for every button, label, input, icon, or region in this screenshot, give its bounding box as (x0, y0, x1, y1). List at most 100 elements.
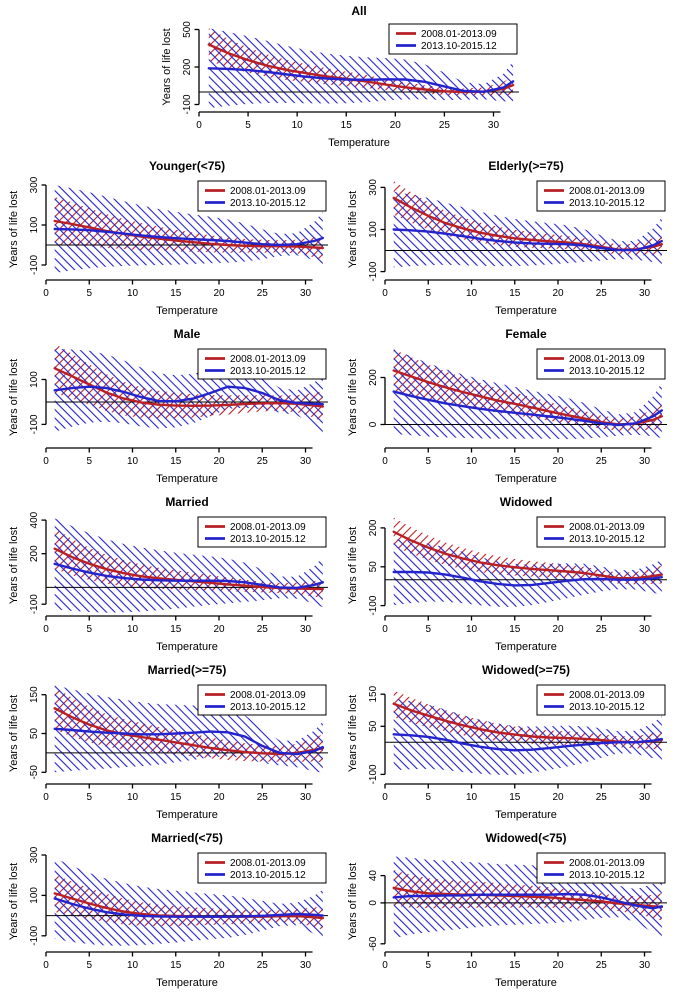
y-tick-label: 300 (29, 176, 40, 193)
x-tick-label: 30 (300, 624, 312, 635)
x-tick-label: 20 (552, 624, 564, 635)
x-tick-label: 10 (466, 288, 478, 299)
x-tick-label: 25 (596, 960, 608, 971)
y-axis-label: Years of life lost (161, 28, 173, 105)
blue-confidence-band (393, 191, 662, 268)
chart-title: Widowed (500, 495, 553, 509)
x-tick-label: 30 (639, 960, 651, 971)
blue-curve (53, 727, 324, 756)
x-tick-label: 30 (300, 960, 312, 971)
figure-row-3: 0 5 10 15 20 25 30 Temperature -100 100 Years of l… (0, 325, 675, 488)
x-tick-label: 5 (86, 288, 92, 299)
chart-title: Married(<75) (151, 831, 223, 845)
y-tick-label: 50 (368, 720, 379, 732)
x-axis-label: Temperature (328, 137, 390, 149)
legend-label: 2013.10-2015.12 (569, 702, 645, 713)
chart-title: All (351, 4, 366, 18)
x-tick-label: 15 (509, 792, 521, 803)
blue-curve (392, 228, 663, 252)
red-curve (53, 219, 324, 250)
y-tick-label: 200 (368, 369, 379, 386)
y-tick-label: 40 (368, 870, 379, 882)
x-tick-label: 20 (552, 288, 564, 299)
legend-label: 2008.01-2013.09 (230, 354, 306, 365)
red-curve (53, 367, 324, 408)
x-tick-label: 30 (300, 456, 312, 467)
x-tick-label: 20 (389, 120, 401, 131)
x-axis-label: Temperature (495, 809, 557, 821)
chart-married-ge75: 0 5 10 15 20 25 30 Temperature -50 50 150 Years of … (0, 661, 336, 824)
x-tick-label: 30 (487, 120, 499, 131)
y-axis-label: Years of life lost (347, 695, 359, 772)
x-tick-label: 0 (382, 792, 388, 803)
x-tick-label: 25 (257, 792, 269, 803)
y-tick-label: -100 (368, 261, 379, 281)
blue-curve (53, 385, 324, 406)
legend-label: 2008.01-2013.09 (230, 522, 306, 533)
y-axis-label: Years of life lost (347, 863, 359, 940)
x-tick-label: 0 (382, 288, 388, 299)
x-tick-label: 20 (213, 792, 225, 803)
y-axis-label: Years of life lost (8, 359, 20, 436)
legend-label: 2013.10-2015.12 (569, 870, 645, 881)
y-tick-label: 50 (29, 728, 40, 740)
x-tick-label: 15 (170, 624, 182, 635)
y-tick-label: -60 (368, 936, 379, 951)
chart-title: Female (505, 327, 547, 341)
x-axis-label: Temperature (156, 305, 218, 317)
blue-confidence-band (208, 28, 513, 109)
chart-married-lt75: 0 5 10 15 20 25 30 Temperature -100 100 300 Years o… (0, 829, 336, 992)
y-tick-label: -100 (29, 925, 40, 945)
x-axis-label: Temperature (495, 305, 557, 317)
y-tick-label: -100 (29, 414, 40, 434)
blue-curve (392, 733, 663, 752)
x-tick-label: 15 (509, 456, 521, 467)
blue-curve (53, 897, 324, 918)
y-tick-label: -100 (368, 595, 379, 615)
x-tick-label: 15 (170, 960, 182, 971)
y-tick-label: 200 (29, 545, 40, 562)
plot-svg: 0 5 10 15 20 25 30 Temperature -100 200 400 Years o… (8, 495, 328, 653)
blue-confidence-band (54, 518, 323, 613)
x-tick-label: 5 (86, 624, 92, 635)
y-tick-label: 500 (182, 21, 193, 38)
x-tick-label: 20 (213, 960, 225, 971)
y-tick-label: -50 (29, 765, 40, 780)
blue-curve (207, 67, 514, 94)
chart-title: Widowed(>=75) (482, 663, 570, 677)
y-axis-label: Years of life lost (347, 359, 359, 436)
x-tick-label: 25 (596, 792, 608, 803)
chart-all: 0 5 10 15 20 25 30 Temperature -100 200 500 Years o… (147, 2, 529, 152)
x-tick-label: 5 (425, 624, 431, 635)
legend-label: 2008.01-2013.09 (569, 522, 645, 533)
y-axis-label: Years of life lost (347, 527, 359, 604)
y-tick-label: 300 (368, 179, 379, 196)
blue-curve (53, 562, 324, 590)
x-tick-label: 25 (257, 456, 269, 467)
chart-male: 0 5 10 15 20 25 30 Temperature -100 100 Years of l… (0, 325, 336, 488)
plot-svg: 0 5 10 15 20 25 30 Temperature -100 100 300 Years o… (347, 159, 667, 317)
chart-title: Elderly(>=75) (488, 159, 563, 173)
y-tick-label: -100 (29, 255, 40, 275)
x-tick-label: 0 (196, 120, 202, 131)
x-axis-label: Temperature (156, 809, 218, 821)
chart-younger-lt75: 0 5 10 15 20 25 30 Temperature -100 100 300 Years o… (0, 157, 336, 320)
y-tick-label: 200 (182, 58, 193, 75)
x-tick-label: 10 (127, 624, 139, 635)
chart-elderly-ge75: 0 5 10 15 20 25 30 Temperature -100 100 300 Years o… (339, 157, 675, 320)
figure-row-5: 0 5 10 15 20 25 30 Temperature -50 50 150 Years of … (0, 661, 675, 824)
x-axis-label: Temperature (495, 977, 557, 989)
y-tick-label: 0 (368, 421, 379, 427)
legend-label: 2008.01-2013.09 (569, 354, 645, 365)
y-tick-label: -100 (368, 764, 379, 784)
x-axis-label: Temperature (156, 977, 218, 989)
blue-curve (392, 570, 663, 587)
